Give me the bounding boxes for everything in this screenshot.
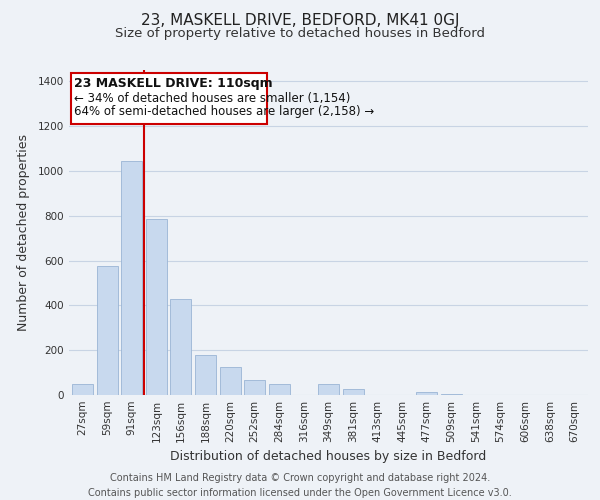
- Text: ← 34% of detached houses are smaller (1,154): ← 34% of detached houses are smaller (1,…: [74, 92, 351, 105]
- Text: Contains HM Land Registry data © Crown copyright and database right 2024.
Contai: Contains HM Land Registry data © Crown c…: [88, 472, 512, 498]
- Bar: [441, 394, 462, 395]
- Bar: [244, 380, 265, 395]
- Bar: [195, 355, 216, 395]
- X-axis label: Distribution of detached houses by size in Bedford: Distribution of detached houses by size …: [170, 450, 487, 464]
- Bar: [97, 266, 118, 395]
- Bar: [220, 367, 241, 395]
- Text: 23 MASKELL DRIVE: 110sqm: 23 MASKELL DRIVE: 110sqm: [74, 76, 273, 90]
- Bar: [170, 298, 191, 395]
- Bar: [269, 384, 290, 395]
- Bar: [71, 74, 267, 124]
- Bar: [121, 162, 142, 395]
- Text: Size of property relative to detached houses in Bedford: Size of property relative to detached ho…: [115, 28, 485, 40]
- Bar: [416, 392, 437, 395]
- Text: 64% of semi-detached houses are larger (2,158) →: 64% of semi-detached houses are larger (…: [74, 106, 374, 118]
- Text: 23, MASKELL DRIVE, BEDFORD, MK41 0GJ: 23, MASKELL DRIVE, BEDFORD, MK41 0GJ: [141, 12, 459, 28]
- Bar: [318, 384, 339, 395]
- Bar: [72, 384, 93, 395]
- Bar: [343, 390, 364, 395]
- Y-axis label: Number of detached properties: Number of detached properties: [17, 134, 29, 331]
- Bar: [146, 219, 167, 395]
